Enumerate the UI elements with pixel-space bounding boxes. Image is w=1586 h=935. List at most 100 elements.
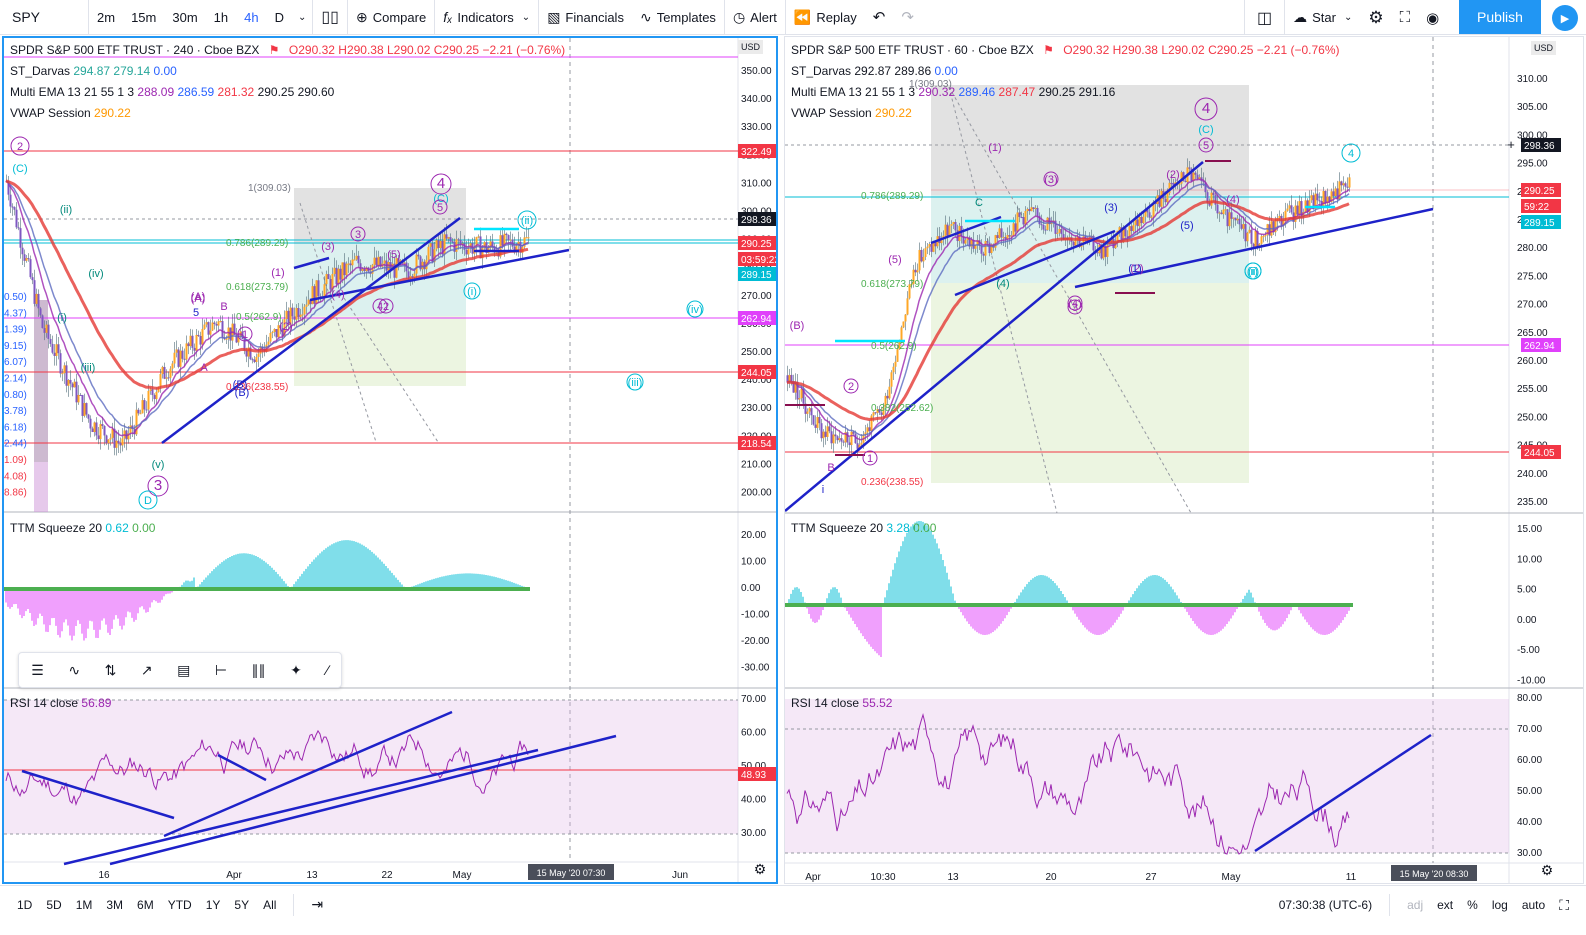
interval-1h[interactable]: 1h <box>213 9 229 25</box>
candle-body <box>519 241 522 253</box>
alert-button[interactable]: ◷ Alert <box>732 8 777 25</box>
candle-body <box>878 409 881 413</box>
right-chart-panel[interactable]: 310.00305.00300.00295.00290.00285.00280.… <box>784 36 1584 884</box>
pattern-icon[interactable]: ✦ <box>290 661 302 678</box>
range-1m[interactable]: 1M <box>75 897 93 912</box>
rsi-axis-label: 70.00 <box>741 694 766 705</box>
time-cursor-tag <box>1391 865 1477 881</box>
fullscreen-icon[interactable]: ⛶ <box>1399 9 1411 26</box>
candle-body <box>23 254 26 261</box>
range-5y[interactable]: 5Y <box>234 897 250 912</box>
candle-body <box>433 249 436 263</box>
gear-icon[interactable]: ⚙ <box>1368 7 1384 27</box>
candle-body <box>860 442 863 445</box>
star-button[interactable]: ☁ Star ⌄ <box>1293 9 1353 25</box>
candle-body <box>1170 182 1173 184</box>
ema-line <box>786 183 1350 436</box>
trendline-icon[interactable]: ↗ <box>140 661 153 678</box>
redo-icon[interactable]: ↷ <box>901 9 914 26</box>
left-chart-canvas[interactable]: 350.00340.00330.00320.00310.00300.00290.… <box>4 38 776 882</box>
adj-toggle[interactable]: adj <box>1407 898 1424 912</box>
candle-body <box>1096 252 1099 254</box>
interval-d[interactable]: D <box>274 9 284 25</box>
candle-body <box>201 328 204 345</box>
price-tag <box>738 236 776 250</box>
templates-button[interactable]: ∿ Templates <box>639 8 716 25</box>
candle-body <box>359 263 362 271</box>
candle-body <box>1188 167 1191 169</box>
rsi-trendline <box>109 734 617 866</box>
line-icon[interactable]: ∕ <box>326 662 329 678</box>
range-1d[interactable]: 1D <box>17 897 33 912</box>
range-1y[interactable]: 1Y <box>205 897 221 912</box>
candle-body <box>451 241 454 243</box>
candle-body <box>1002 237 1005 239</box>
interval-30m[interactable]: 30m <box>172 9 198 25</box>
candle-body <box>129 425 132 434</box>
fib-left-label: 4.08) <box>4 471 27 482</box>
vertical-lines-icon[interactable]: ∥∥ <box>251 661 266 678</box>
undo-icon[interactable]: ↶ <box>872 9 886 26</box>
candle-body <box>1346 186 1349 188</box>
range-3m[interactable]: 3M <box>106 897 124 912</box>
price-axis-label: 275.00 <box>1517 271 1548 282</box>
play-icon[interactable]: ▶ <box>1552 5 1578 31</box>
candle-body <box>105 435 108 444</box>
rsi-band <box>785 699 1509 853</box>
candle-body <box>161 366 164 374</box>
log-toggle[interactable]: log <box>1491 898 1508 912</box>
candle-body <box>269 332 272 342</box>
candle-body <box>882 407 885 415</box>
wave-label: (iv) <box>88 268 103 280</box>
replay-button[interactable]: ⏪ Replay <box>793 8 857 25</box>
candle-body <box>812 415 815 425</box>
camera-icon[interactable]: ◉ <box>1426 9 1440 27</box>
layout-icon[interactable]: ◫ <box>1257 9 1273 27</box>
candle-body <box>1056 232 1059 234</box>
fib-icon[interactable]: ▤ <box>177 661 191 678</box>
candles-icon[interactable]: ▯▯ <box>321 9 339 26</box>
compare-button[interactable]: ⊕ Compare <box>355 8 427 25</box>
candle-body <box>503 233 506 246</box>
goto-date-icon[interactable]: ⇥ <box>311 896 324 912</box>
auto-toggle[interactable]: auto <box>1521 898 1546 912</box>
candle-body <box>1178 183 1181 185</box>
interval-2m[interactable]: 2m <box>97 9 116 25</box>
left-chart-panel[interactable]: 350.00340.00330.00320.00310.00300.00290.… <box>2 36 778 884</box>
candle-body <box>407 271 410 279</box>
abc-pattern-icon[interactable]: ∿ <box>68 661 81 678</box>
candle-body <box>1008 235 1011 237</box>
candle-body <box>1062 234 1065 240</box>
gear-icon: ⚙ <box>754 861 767 877</box>
range-5d[interactable]: 5D <box>46 897 62 912</box>
candle-body <box>926 246 929 249</box>
right-chart-canvas[interactable]: 310.00305.00300.00295.00290.00285.00280.… <box>785 37 1583 883</box>
horizontal-lines-icon[interactable]: ☰ <box>31 661 44 678</box>
range-all[interactable]: All <box>263 897 277 912</box>
interval-4h[interactable]: 4h <box>244 9 259 25</box>
candle-body <box>233 323 236 335</box>
wave-circle-marker <box>10 136 30 156</box>
time-axis-label: 16 <box>98 870 110 881</box>
candle-body <box>1168 182 1171 194</box>
indicators-button[interactable]: fₓ Indicators ⌄ <box>443 9 531 25</box>
range-ytd[interactable]: YTD <box>167 897 192 912</box>
horizontal-ray-icon[interactable]: ⊢ <box>214 661 228 678</box>
fullscreen-icon[interactable]: ⛶ <box>1559 896 1569 913</box>
fib-label: 0.5(262.9) <box>871 341 917 352</box>
candle-body <box>81 395 84 416</box>
interval-15m[interactable]: 15m <box>131 9 157 25</box>
symbol-search[interactable]: SPY <box>12 9 41 25</box>
publish-button[interactable]: Publish <box>1459 0 1541 34</box>
candle-body <box>275 328 278 338</box>
candle-body <box>986 241 989 243</box>
alarm-clock-icon: ◷ <box>732 8 746 25</box>
chevron-down-icon[interactable]: ⌄ <box>297 11 307 23</box>
financials-button[interactable]: ▧ Financials <box>547 8 624 25</box>
range-6m[interactable]: 6M <box>137 897 154 912</box>
elliott-wave-icon[interactable]: ⇅ <box>104 661 117 678</box>
wave-label: 2 <box>383 301 389 313</box>
percent-toggle[interactable]: % <box>1467 898 1478 912</box>
candle-body <box>1042 224 1045 230</box>
ext-toggle[interactable]: ext <box>1437 898 1454 912</box>
